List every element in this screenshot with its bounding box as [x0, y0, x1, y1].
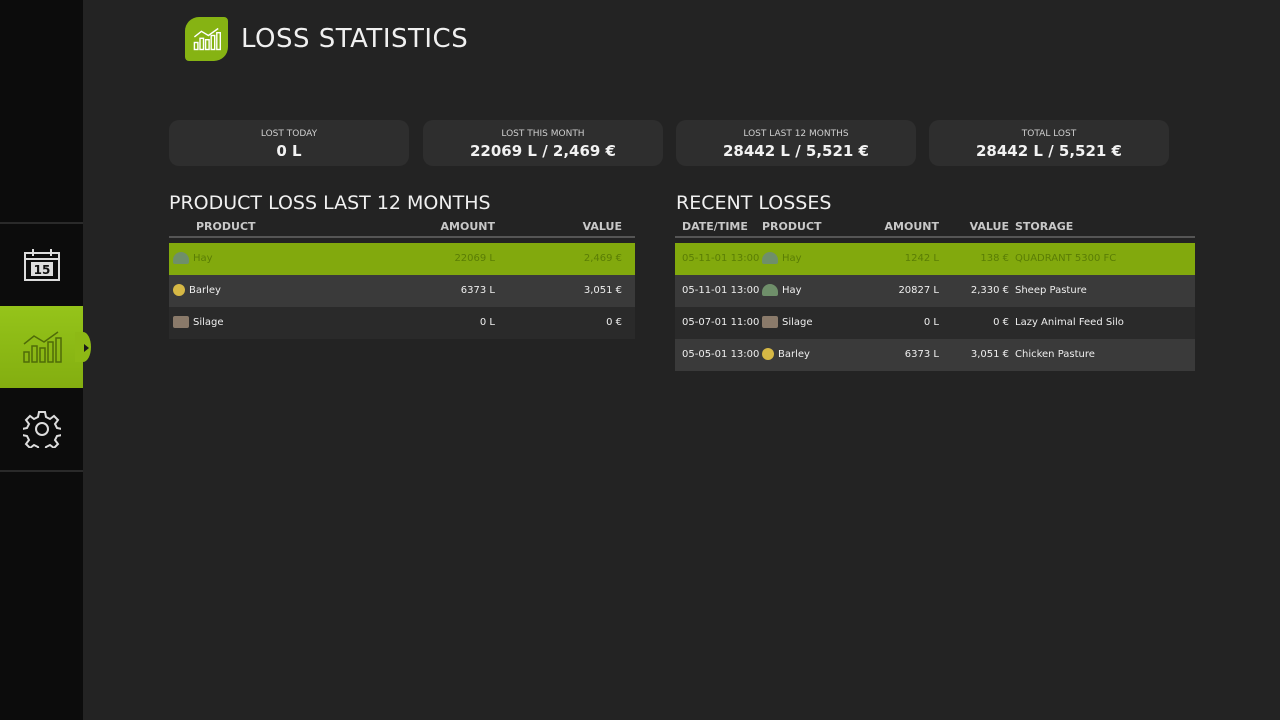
recent-losses-title: RECENT LOSSES: [676, 192, 832, 214]
col-storage: STORAGE: [1015, 220, 1074, 233]
hay-icon: [762, 284, 778, 296]
stat-value: 28442 L / 5,521 €: [976, 142, 1122, 160]
product-cell: Barley: [173, 275, 221, 307]
gear-icon: [22, 411, 61, 448]
product-cell: Barley: [762, 339, 810, 371]
stat-lost-today: LOST TODAY 0 L: [169, 120, 409, 166]
silage-icon: [762, 316, 778, 328]
product-cell: Silage: [762, 307, 813, 339]
stat-label: LOST LAST 12 MONTHS: [743, 129, 849, 139]
amount-cell: 0 L: [923, 317, 939, 328]
statistics-icon: [22, 331, 62, 363]
amount-cell: 1242 L: [904, 253, 939, 264]
table-row[interactable]: 05-11-01 13:00 Hay 20827 L 2,330 € Sheep…: [675, 275, 1195, 307]
table-row[interactable]: 05-07-01 11:00 Silage 0 L 0 € Lazy Anima…: [675, 307, 1195, 339]
col-product: PRODUCT: [762, 220, 822, 233]
stat-label: LOST THIS MONTH: [501, 129, 585, 139]
product-cell: Silage: [173, 307, 224, 339]
col-amount: AMOUNT: [884, 220, 939, 233]
divider: [0, 470, 83, 472]
divider: [0, 222, 83, 224]
col-datetime: DATE/TIME: [682, 220, 748, 233]
sidebar-item-statistics[interactable]: [0, 306, 91, 388]
stat-lost-this-month: LOST THIS MONTH 22069 L / 2,469 €: [423, 120, 663, 166]
calendar-icon: 15: [23, 249, 60, 281]
amount-cell: 0 L: [479, 317, 495, 328]
product-loss-title: PRODUCT LOSS LAST 12 MONTHS: [169, 192, 491, 214]
amount-cell: 6373 L: [904, 349, 939, 360]
datetime-cell: 05-05-01 13:00: [682, 349, 760, 360]
storage-cell: Chicken Pasture: [1015, 349, 1095, 360]
calendar-day: 15: [33, 263, 50, 277]
sidebar-item-settings[interactable]: [0, 388, 83, 470]
stat-lost-last-12-months: LOST LAST 12 MONTHS 28442 L / 5,521 €: [676, 120, 916, 166]
stat-total-lost: TOTAL LOST 28442 L / 5,521 €: [929, 120, 1169, 166]
storage-cell: Lazy Animal Feed Silo: [1015, 317, 1124, 328]
recent-losses-header: DATE/TIME PRODUCT AMOUNT VALUE STORAGE: [675, 220, 1195, 238]
value-cell: 3,051 €: [583, 285, 622, 296]
page-title: LOSS STATISTICS: [241, 24, 469, 54]
product-cell: Hay: [762, 275, 802, 307]
active-indicator: [84, 344, 89, 352]
sidebar: 15: [0, 0, 91, 720]
value-cell: 0 €: [606, 317, 622, 328]
stat-value: 28442 L / 5,521 €: [723, 142, 869, 160]
amount-cell: 22069 L: [454, 253, 495, 264]
stat-label: LOST TODAY: [260, 129, 318, 139]
table-row[interactable]: Barley 6373 L 3,051 €: [169, 275, 635, 307]
product-cell: Hay: [173, 243, 213, 275]
amount-cell: 6373 L: [460, 285, 495, 296]
datetime-cell: 05-11-01 13:00: [682, 285, 760, 296]
col-product: PRODUCT: [196, 220, 256, 233]
table-row[interactable]: 05-11-01 13:00 Hay 1242 L 138 € QUADRANT…: [675, 243, 1195, 275]
sidebar-item-calendar[interactable]: 15: [0, 224, 83, 306]
barley-icon: [762, 348, 774, 360]
barley-icon: [173, 284, 185, 296]
value-cell: 3,051 €: [970, 349, 1009, 360]
product-loss-header: PRODUCT AMOUNT VALUE: [169, 220, 635, 238]
stat-label: TOTAL LOST: [1021, 129, 1077, 139]
stat-value: 0 L: [276, 142, 302, 160]
datetime-cell: 05-11-01 13:00: [682, 253, 760, 264]
silage-icon: [173, 316, 189, 328]
table-row[interactable]: Hay 22069 L 2,469 €: [169, 243, 635, 275]
loss-statistics-icon: [185, 17, 228, 61]
stat-value: 22069 L / 2,469 €: [470, 142, 616, 160]
hay-icon: [173, 252, 189, 264]
storage-cell: Sheep Pasture: [1015, 285, 1087, 296]
table-row[interactable]: Silage 0 L 0 €: [169, 307, 635, 339]
col-amount: AMOUNT: [440, 220, 495, 233]
col-value: VALUE: [582, 220, 622, 233]
value-cell: 2,469 €: [583, 253, 622, 264]
storage-cell: QUADRANT 5300 FC: [1015, 253, 1117, 264]
hay-icon: [762, 252, 778, 264]
value-cell: 0 €: [993, 317, 1009, 328]
value-cell: 2,330 €: [970, 285, 1009, 296]
table-row[interactable]: 05-05-01 13:00 Barley 6373 L 3,051 € Chi…: [675, 339, 1195, 371]
col-value: VALUE: [969, 220, 1009, 233]
product-cell: Hay: [762, 243, 802, 275]
value-cell: 138 €: [980, 253, 1009, 264]
datetime-cell: 05-07-01 11:00: [682, 317, 760, 328]
amount-cell: 20827 L: [898, 285, 939, 296]
